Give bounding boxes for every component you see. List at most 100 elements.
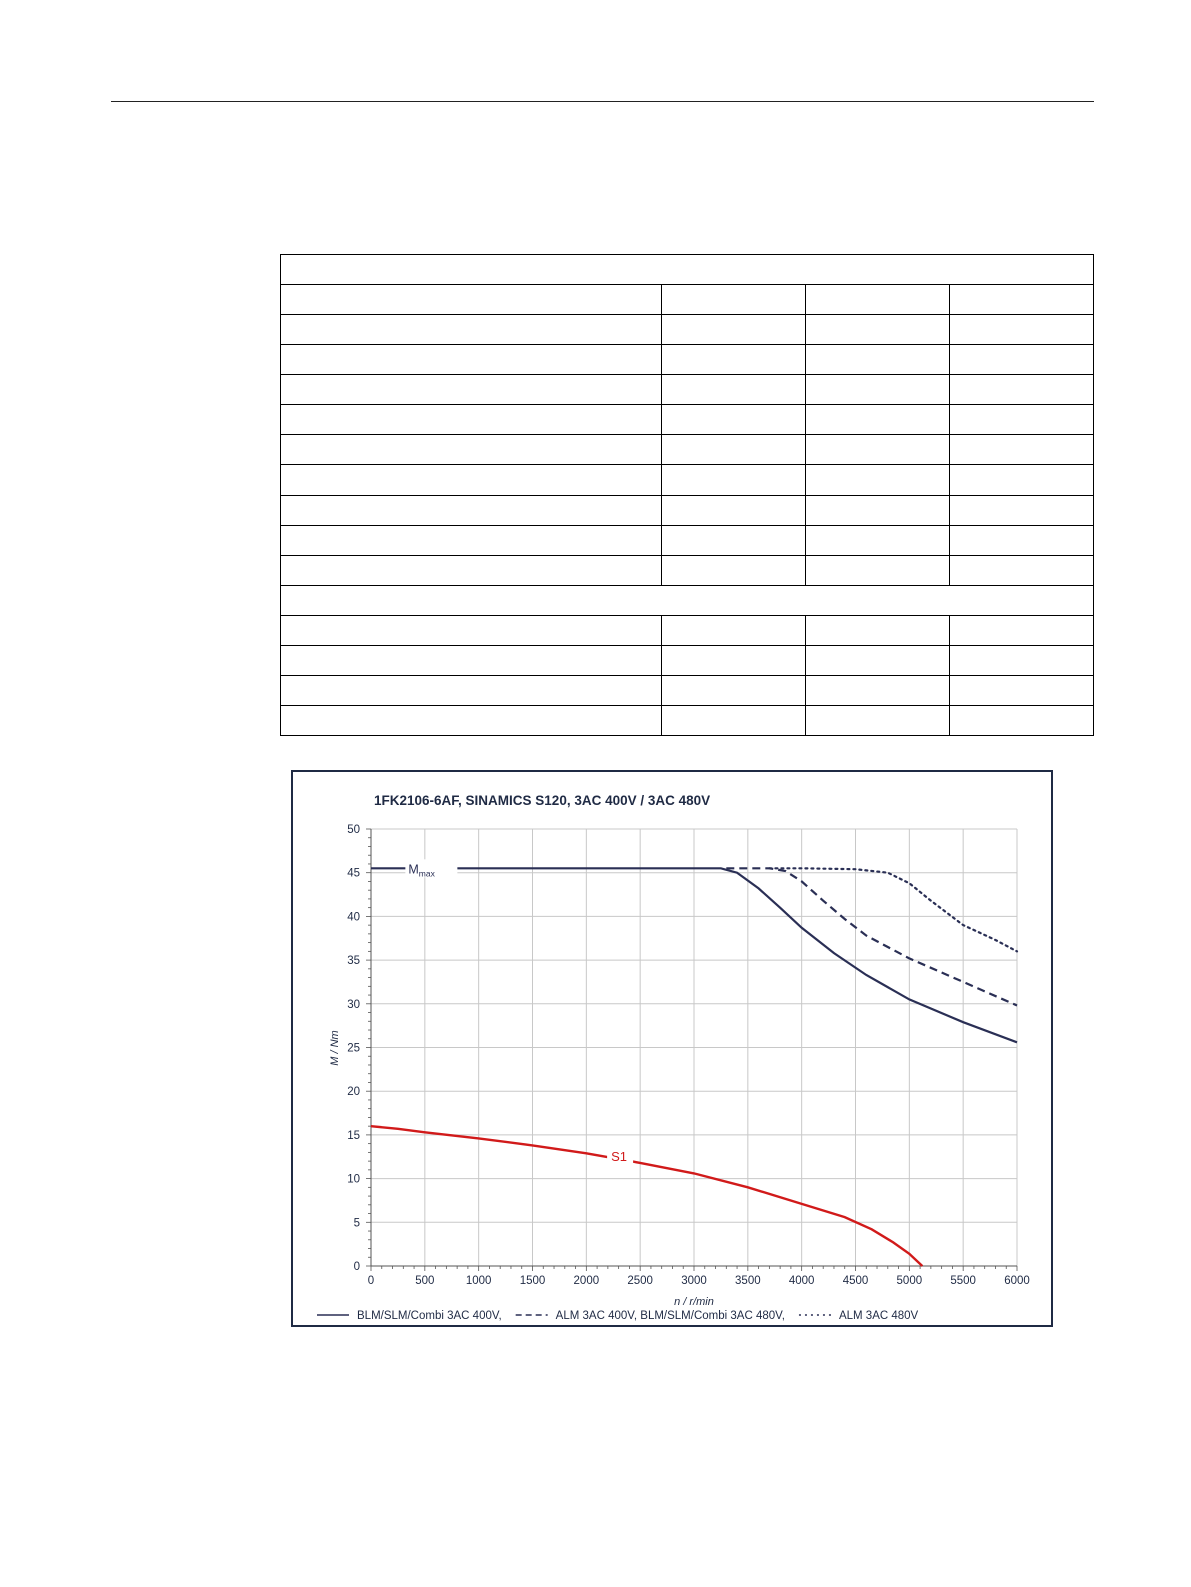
table-cell xyxy=(949,374,1094,406)
table-cell xyxy=(661,344,806,376)
series-line-alm400 xyxy=(726,867,1018,1007)
x-tick-label: 0 xyxy=(368,1275,374,1287)
table-cell xyxy=(949,464,1094,496)
table-row xyxy=(280,314,1094,346)
table-cell xyxy=(805,344,950,376)
table-cell xyxy=(805,314,950,346)
table-cell xyxy=(661,674,806,706)
table-cell xyxy=(949,524,1094,556)
table-cell xyxy=(661,554,806,586)
table-cell xyxy=(805,704,950,737)
table-section-row xyxy=(280,584,1094,616)
series-line-alm480 xyxy=(768,867,1019,953)
table-cell xyxy=(949,284,1094,316)
table-cell xyxy=(805,434,950,466)
chart-title: 1FK2106-6AF, SINAMICS S120, 3AC 400V / 3… xyxy=(374,793,710,808)
table-cell xyxy=(280,614,662,646)
table-section-row xyxy=(280,253,1094,286)
table-cell xyxy=(280,494,662,526)
chart-grid xyxy=(370,828,1018,1267)
table-cell xyxy=(661,644,806,676)
legend-label: BLM/SLM/Combi 3AC 400V, xyxy=(357,1310,502,1322)
table-row xyxy=(280,404,1094,436)
table-cell xyxy=(661,614,806,646)
x-tick-label: 4000 xyxy=(789,1275,815,1287)
x-tick-label: 3000 xyxy=(681,1275,707,1287)
s1-label: S1 xyxy=(611,1149,627,1164)
table-row xyxy=(280,494,1094,526)
table-cell xyxy=(280,464,662,496)
x-tick-label: 5000 xyxy=(897,1275,923,1287)
spec-table-body xyxy=(280,253,1094,737)
table-cell xyxy=(949,674,1094,706)
table-cell xyxy=(280,284,662,316)
table-cell xyxy=(280,554,662,586)
y-tick-label: 40 xyxy=(347,911,360,923)
table-cell xyxy=(280,674,662,706)
table-row xyxy=(280,674,1094,706)
table-row xyxy=(280,614,1094,646)
table-row xyxy=(280,374,1094,406)
table-cell xyxy=(805,404,950,436)
table-cell xyxy=(280,704,662,737)
table-cell xyxy=(661,404,806,436)
chart-axes: 0 500 1000 1500 2000 2500 3000 3500 4000 4500 5000… xyxy=(347,824,1030,1287)
chart-series xyxy=(370,867,1019,1267)
table-cell xyxy=(661,284,806,316)
table-row xyxy=(280,554,1094,586)
y-tick-label: 5 xyxy=(354,1217,360,1229)
s1-label-bg xyxy=(607,1146,634,1165)
x-tick-label: 500 xyxy=(415,1275,434,1287)
table-cell xyxy=(949,614,1094,646)
series-line-s1 xyxy=(370,1125,924,1267)
table-cell xyxy=(661,524,806,556)
mmax-label-bg xyxy=(405,859,458,878)
table-cell xyxy=(661,314,806,346)
x-tick-label: 2000 xyxy=(574,1275,600,1287)
table-cell xyxy=(661,494,806,526)
table-row xyxy=(280,704,1094,737)
x-tick-label: 2500 xyxy=(627,1275,653,1287)
x-tick-label: 5500 xyxy=(950,1275,976,1287)
table-cell xyxy=(280,524,662,556)
table-row xyxy=(280,524,1094,556)
y-tick-label: 0 xyxy=(354,1261,360,1273)
table-cell xyxy=(949,314,1094,346)
y-tick-label: 10 xyxy=(347,1174,360,1186)
table-cell xyxy=(805,554,950,586)
y-tick-label: 15 xyxy=(347,1130,360,1142)
table-row xyxy=(280,644,1094,676)
table-cell xyxy=(280,253,1094,286)
table-row xyxy=(280,344,1094,376)
chart-labels: Mmax S1 xyxy=(405,859,634,1165)
table-cell xyxy=(805,464,950,496)
table-cell xyxy=(280,404,662,436)
table-cell xyxy=(805,614,950,646)
table-cell xyxy=(280,644,662,676)
table-cell xyxy=(805,284,950,316)
table-cell xyxy=(280,314,662,346)
table-cell xyxy=(949,434,1094,466)
table-cell xyxy=(661,704,806,737)
table-cell xyxy=(280,344,662,376)
table-cell xyxy=(805,374,950,406)
y-tick-label: 50 xyxy=(347,824,360,836)
table-cell xyxy=(280,434,662,466)
table-cell xyxy=(805,644,950,676)
legend-label: ALM 3AC 480V xyxy=(839,1310,919,1322)
spec-table xyxy=(280,253,1094,737)
table-row xyxy=(280,284,1094,316)
table-cell xyxy=(280,584,1094,616)
table-cell xyxy=(949,494,1094,526)
y-tick-label: 45 xyxy=(347,868,360,880)
mmax-label: Mmax xyxy=(408,862,435,878)
x-tick-label: 1000 xyxy=(466,1275,492,1287)
series-line-blm400 xyxy=(371,867,1018,1044)
table-cell xyxy=(661,464,806,496)
table-cell xyxy=(805,524,950,556)
x-tick-label: 6000 xyxy=(1004,1275,1030,1287)
table-cell xyxy=(661,374,806,406)
table-cell xyxy=(949,404,1094,436)
y-tick-label: 20 xyxy=(347,1086,360,1098)
table-cell xyxy=(949,344,1094,376)
